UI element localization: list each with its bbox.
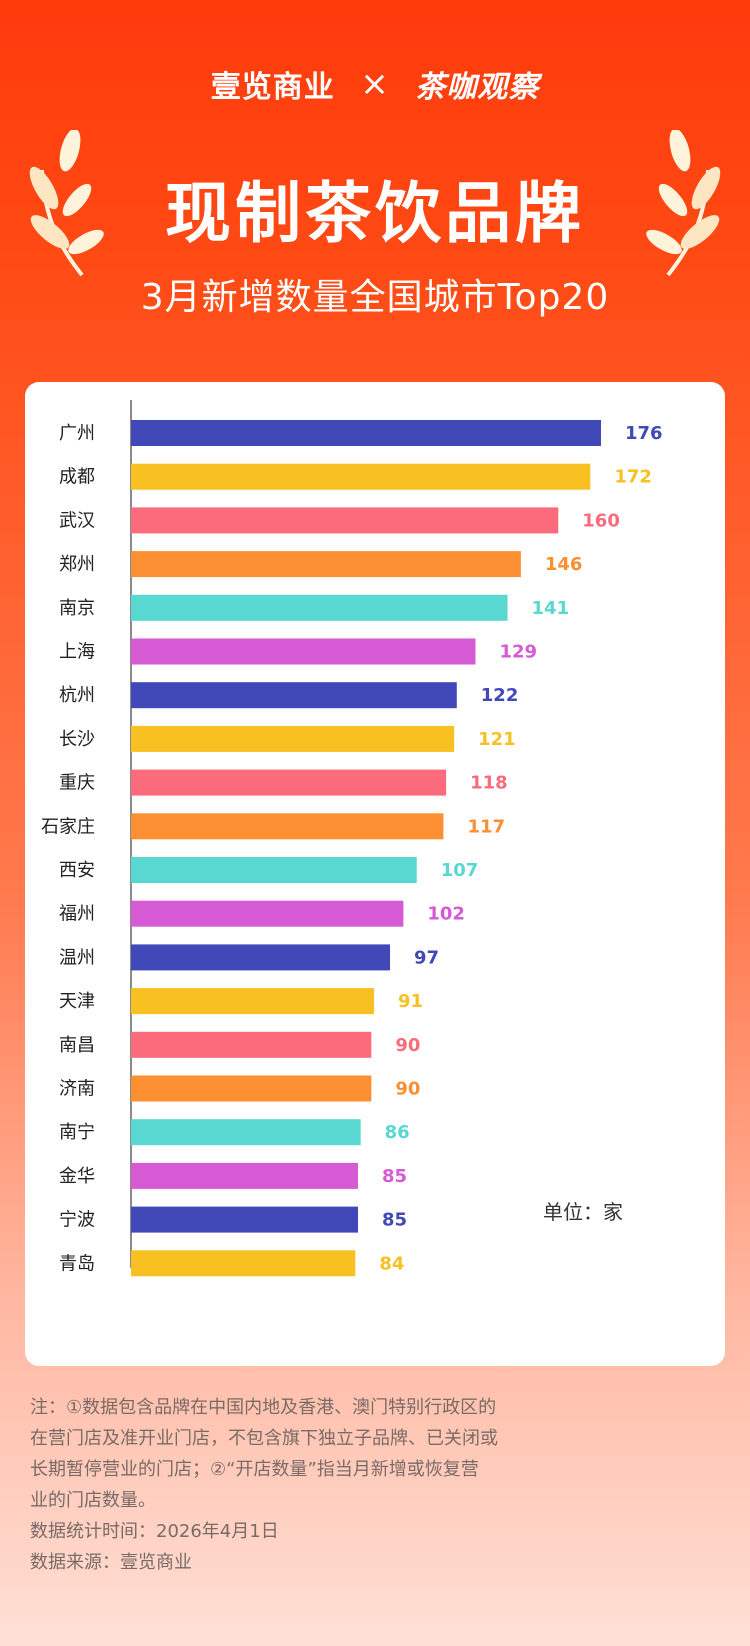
category-label: 杭州 — [59, 685, 95, 706]
category-label: 宁波 — [59, 1210, 95, 1231]
value-label: 146 — [545, 554, 583, 575]
stat-time: 数据统计时间：2026年4月1日 — [30, 1521, 279, 1542]
category-label: 天津 — [59, 991, 95, 1012]
value-label: 91 — [398, 991, 423, 1012]
value-label: 86 — [385, 1122, 410, 1143]
category-label: 郑州 — [59, 554, 95, 575]
page-subtitle: 3月新增数量全国城市Top20 — [140, 277, 610, 318]
bar — [131, 900, 404, 927]
value-label: 176 — [625, 423, 663, 444]
bar — [131, 551, 521, 578]
bar — [131, 725, 455, 752]
value-label: 141 — [532, 598, 570, 619]
value-label: 160 — [582, 510, 620, 531]
note-line-4: 业的门店数量。 — [30, 1490, 156, 1511]
chart-card: 广州 176 成都 172 武汉 160 郑州 146 南京 141 上海 129 杭州 122 长沙 121… — [25, 382, 725, 1366]
bar — [131, 1031, 372, 1058]
bar — [131, 1206, 358, 1233]
bar-chart: 广州 176 成都 172 武汉 160 郑州 146 南京 141 上海 129 杭州 122 长沙 121… — [41, 400, 663, 1277]
category-label: 南昌 — [59, 1035, 95, 1056]
value-label: 90 — [395, 1035, 420, 1056]
category-label: 济南 — [59, 1079, 95, 1100]
value-label: 90 — [395, 1079, 420, 1100]
bar — [131, 1075, 372, 1102]
category-label: 成都 — [59, 467, 95, 488]
bar — [131, 463, 591, 490]
bar — [131, 988, 375, 1015]
bar — [131, 1162, 358, 1189]
laurel-right-icon — [646, 130, 721, 277]
brand-row: 壹览商业 × 茶咖观察 — [0, 62, 750, 106]
bar — [131, 594, 508, 621]
value-label: 118 — [470, 773, 508, 794]
value-label: 84 — [379, 1253, 404, 1274]
category-label: 重庆 — [59, 773, 95, 794]
category-label: 石家庄 — [41, 816, 95, 837]
category-label: 南京 — [59, 598, 95, 619]
value-label: 172 — [614, 467, 652, 488]
bar — [131, 1119, 361, 1146]
value-label: 85 — [382, 1210, 407, 1231]
brand-logo-right: 茶咖观察 — [415, 70, 540, 105]
category-label: 福州 — [59, 904, 95, 925]
bar — [131, 420, 601, 446]
value-label: 121 — [478, 729, 516, 750]
category-label: 南宁 — [59, 1122, 95, 1143]
bar — [131, 682, 457, 709]
bar — [131, 507, 559, 534]
bar — [131, 638, 476, 665]
unit-label: 单位：家 — [543, 1200, 623, 1224]
value-label: 85 — [382, 1166, 407, 1187]
header: 壹览商业 × 茶咖观察 现制茶饮品牌 3月新增数量全国城市Top20 — [0, 0, 750, 380]
value-label: 129 — [499, 642, 537, 663]
value-label: 97 — [414, 947, 439, 968]
category-label: 武汉 — [59, 510, 95, 531]
laurel-left-icon — [29, 130, 104, 277]
bar — [131, 944, 391, 971]
page-title: 现制茶饮品牌 — [165, 175, 585, 252]
value-label: 107 — [441, 860, 479, 881]
category-label: 上海 — [59, 642, 95, 663]
data-source: 数据来源：壹览商业 — [30, 1552, 192, 1573]
category-label: 温州 — [59, 947, 95, 968]
bar — [131, 1250, 356, 1277]
note-line-2: 在营门店及准开业门店，不包含旗下独立子品牌、已关闭或 — [30, 1428, 498, 1449]
category-label: 青岛 — [59, 1253, 95, 1274]
value-label: 117 — [467, 816, 505, 837]
note-line-3: 长期暂停营业的门店；②“开店数量”指当月新增或恢复营 — [30, 1459, 479, 1480]
category-label: 金华 — [59, 1166, 95, 1187]
category-label: 西安 — [59, 860, 95, 881]
bar — [131, 857, 417, 883]
value-label: 102 — [427, 904, 465, 925]
bar — [131, 813, 444, 840]
brand-logo-left: 壹览商业 — [210, 70, 335, 105]
bar — [131, 769, 447, 796]
footnotes: 注：①数据包含品牌在中国内地及香港、澳门特别行政区的 在营门店及准开业门店，不包… — [30, 1392, 550, 1578]
category-label: 长沙 — [59, 729, 95, 750]
category-label: 广州 — [59, 423, 95, 444]
value-label: 122 — [481, 685, 519, 706]
note-line-1: 注：①数据包含品牌在中国内地及香港、澳门特别行政区的 — [30, 1397, 497, 1418]
brand-separator: × — [360, 64, 390, 104]
